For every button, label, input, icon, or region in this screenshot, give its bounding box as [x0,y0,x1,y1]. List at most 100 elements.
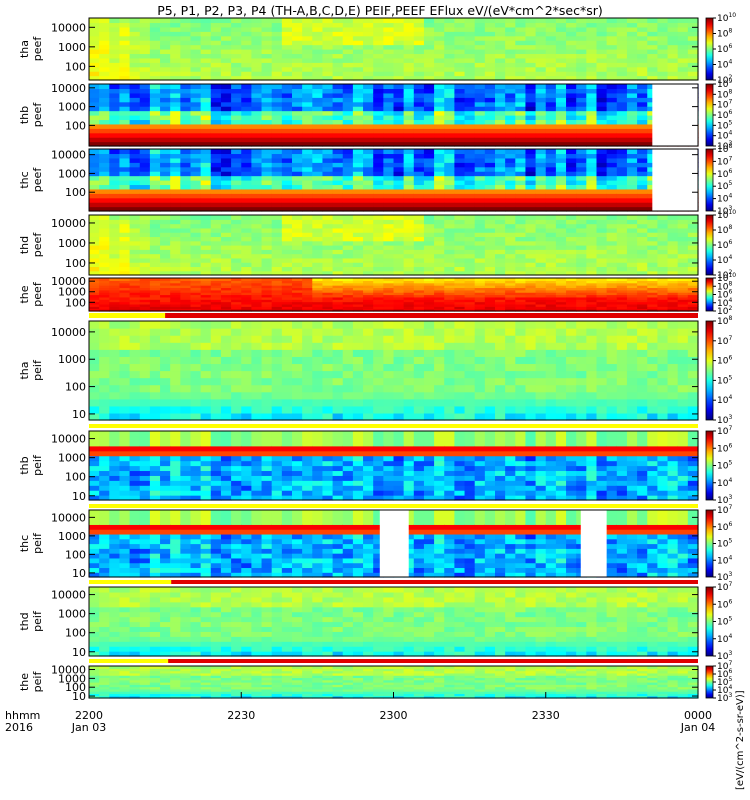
heatmap-cell [129,280,141,284]
heatmap-cell [383,236,395,242]
heatmap-cell [129,71,141,77]
heatmap-cell [383,75,395,81]
heatmap-cell [403,328,415,336]
heatmap-cell [363,278,374,281]
heatmap-cell [677,280,689,284]
heatmap-cell [210,153,222,159]
heatmap-cell [180,40,192,46]
heatmap-cell [200,223,212,229]
heatmap-cell [129,370,141,379]
heatmap-cell [444,296,455,300]
heatmap-cell [373,88,384,94]
heatmap-cell [352,149,364,155]
heatmap-cell [525,219,537,225]
heatmap-cell [616,240,628,246]
heatmap-cell [383,249,395,255]
heatmap-cell [545,301,557,305]
heatmap-cell [464,215,476,220]
heatmap-cell [423,137,435,143]
heatmap-cell [129,75,141,81]
heatmap-cell [352,31,364,37]
heatmap-cell [271,262,283,268]
heatmap-cell [393,175,405,181]
heatmap-cell [616,26,628,32]
heatmap-cell [535,342,547,350]
heatmap-cell [271,106,283,112]
heatmap-cell [322,356,334,365]
heatmap-cell [566,249,577,255]
heatmap-cell [170,188,181,194]
heatmap-cell [322,149,334,155]
heatmap-cell [332,240,344,246]
heatmap-cell [586,223,598,229]
heatmap-cell [576,266,587,272]
heatmap-cell [505,197,516,203]
heatmap-cell [495,278,506,281]
heatmap-cell [119,223,131,229]
heatmap-cell [342,141,354,147]
heatmap-cell [322,253,334,259]
heatmap-cell [454,282,466,286]
heatmap-cell [99,110,110,116]
heatmap-cell [99,335,110,343]
heatmap-cell [393,285,405,289]
heatmap-cell [616,223,628,229]
heatmap-cell [139,280,151,284]
heatmap-cell [119,57,131,63]
heatmap-cell [403,206,415,212]
heatmap-cell [505,137,516,143]
heatmap-cell [200,62,212,68]
heatmap-cell [464,219,476,225]
heatmap-cell [596,119,608,125]
heatmap-cell [373,321,384,329]
heatmap-cell [129,188,141,194]
heatmap-cell [525,349,537,357]
heatmap-cell [210,227,222,233]
heatmap-cell [505,377,516,386]
heatmap-cell [647,296,658,300]
heatmap-cell [423,356,435,365]
heatmap-cell [495,299,506,303]
heatmap-cell [302,202,313,208]
heatmap-cell [231,166,242,172]
heatmap-cell [444,123,455,129]
heatmap-cell [566,257,577,263]
heatmap-cell [484,141,496,147]
heatmap-cell [626,266,638,272]
heatmap-cell [454,370,466,379]
heatmap-cell [312,66,324,72]
heatmap-cell [149,278,161,281]
heatmap-cell [586,262,598,268]
heatmap-cell [231,308,242,312]
heatmap-cell [637,236,648,242]
heatmap-cell [89,157,100,163]
heatmap-cell [423,215,435,220]
colorbar-tick-label: 106 [717,168,732,180]
heatmap-cell [89,175,100,181]
colorbar-exponent: 3 [728,205,732,212]
heatmap-cell [555,202,567,208]
heatmap-cell [261,62,273,68]
heatmap-cell [220,306,232,310]
heatmap-cell [119,97,131,103]
heatmap-cell [515,31,527,37]
heatmap-cell [444,193,455,199]
heatmap-cell [149,35,161,41]
heatmap-cell [586,119,598,125]
heatmap-cell [373,106,384,112]
heatmap-cell [677,40,689,46]
heatmap-cell [332,206,344,212]
heatmap-cell [566,40,577,46]
heatmap-cell [393,356,405,365]
heatmap-cell [576,115,587,121]
heatmap-cell [373,253,384,259]
heatmap-cell [515,342,527,350]
heatmap-cell [129,44,141,50]
heatmap-cell [576,132,587,138]
heatmap-cell [687,308,699,312]
heatmap-cell [383,101,395,107]
heatmap-cell [505,202,516,208]
heatmap-cell [261,249,273,255]
heatmap-cell [312,289,324,293]
